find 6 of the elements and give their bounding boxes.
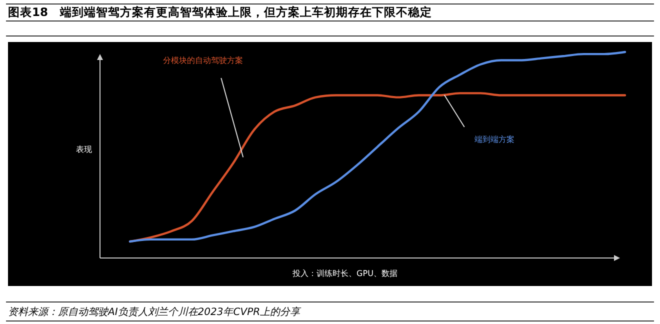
text: 资料来源：原自动驾驶AI负责人刘兰个川在2023年CVPR上的分享: [8, 306, 302, 318]
text: 分模块的自动驾驶方案: [163, 56, 244, 65]
x-axis-title: 投入：训练时长、GPU、数据: [292, 269, 398, 278]
text: 端到端方案: [474, 135, 514, 144]
y-axis-title: 表现: [76, 145, 92, 154]
chart-title: 图表18 端到端智驾方案有更高智驾体验上限，但方案上车初期存在下限不稳定: [8, 5, 432, 19]
